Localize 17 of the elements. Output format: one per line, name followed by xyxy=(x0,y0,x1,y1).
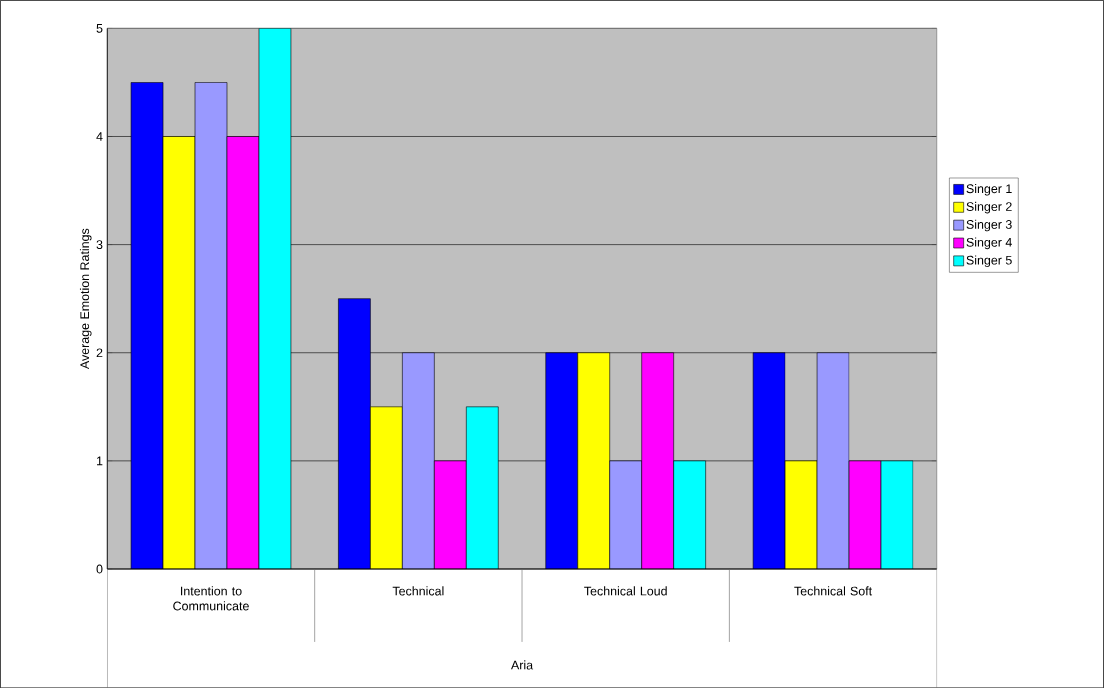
y-tick-label: 4 xyxy=(96,132,103,141)
legend-label: Singer 2 xyxy=(966,201,1012,214)
x-tick-label: Technical Loud xyxy=(584,586,667,596)
x-tick-label: Technical xyxy=(392,586,444,596)
x-tick-label: Intention to Communicate xyxy=(173,586,249,611)
y-axis-title: Average Emotion Ratings xyxy=(79,228,92,369)
y-tick-label: 2 xyxy=(96,348,103,357)
y-tick-label: 3 xyxy=(96,240,103,249)
y-tick-label: 1 xyxy=(97,456,103,465)
legend-label: Singer 4 xyxy=(966,237,1012,250)
y-tick-label: 0 xyxy=(96,564,103,574)
y-tick-label: 5 xyxy=(96,23,103,33)
legend-label: Singer 1 xyxy=(966,183,1012,196)
x-axis-title: Aria xyxy=(510,660,534,670)
x-tick-label: Technical Soft xyxy=(794,586,873,596)
legend-label: Singer 3 xyxy=(966,219,1012,232)
legend-label: Singer 5 xyxy=(966,255,1012,267)
